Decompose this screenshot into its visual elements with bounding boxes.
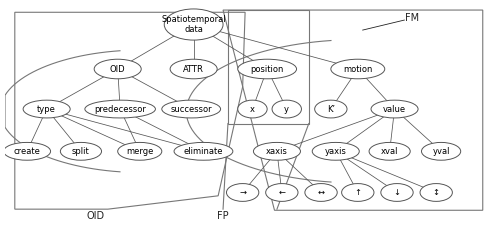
Ellipse shape [381, 184, 413, 201]
Text: x: x [250, 105, 255, 114]
Text: motion: motion [343, 64, 372, 74]
Text: ↑: ↑ [354, 188, 362, 197]
Text: yval: yval [432, 147, 450, 156]
Ellipse shape [85, 100, 156, 118]
Text: split: split [72, 147, 90, 156]
Text: FP: FP [217, 211, 229, 221]
Text: merge: merge [126, 147, 154, 156]
Ellipse shape [170, 59, 217, 79]
Text: ↔: ↔ [318, 188, 324, 197]
Ellipse shape [238, 100, 267, 118]
Ellipse shape [254, 142, 300, 160]
Text: xval: xval [381, 147, 398, 156]
Ellipse shape [369, 142, 410, 160]
Ellipse shape [238, 59, 296, 79]
Ellipse shape [118, 142, 162, 160]
Ellipse shape [60, 142, 102, 160]
Text: K’: K’ [327, 105, 335, 114]
Text: ↓: ↓ [394, 188, 400, 197]
Text: ←: ← [278, 188, 285, 197]
Text: OID: OID [86, 211, 104, 221]
Text: xaxis: xaxis [266, 147, 288, 156]
Text: create: create [14, 147, 40, 156]
Text: y: y [284, 105, 289, 114]
Ellipse shape [4, 142, 50, 160]
Ellipse shape [314, 100, 347, 118]
Ellipse shape [266, 184, 298, 201]
Ellipse shape [342, 184, 374, 201]
Text: predecessor: predecessor [94, 105, 146, 114]
Ellipse shape [420, 184, 452, 201]
Ellipse shape [226, 184, 259, 201]
Ellipse shape [162, 100, 220, 118]
Text: position: position [250, 64, 284, 74]
Text: ↕: ↕ [432, 188, 440, 197]
Ellipse shape [371, 100, 418, 118]
Ellipse shape [272, 100, 302, 118]
Text: →: → [239, 188, 246, 197]
Ellipse shape [164, 9, 223, 40]
Ellipse shape [422, 142, 461, 160]
Text: FM: FM [404, 13, 419, 23]
Ellipse shape [312, 142, 360, 160]
Text: ATTR: ATTR [183, 64, 204, 74]
Text: value: value [383, 105, 406, 114]
Text: yaxis: yaxis [325, 147, 346, 156]
Text: type: type [37, 105, 56, 114]
Text: OID: OID [110, 64, 126, 74]
Ellipse shape [331, 59, 385, 79]
Ellipse shape [305, 184, 337, 201]
Text: eliminate: eliminate [184, 147, 223, 156]
Text: successor: successor [170, 105, 212, 114]
Ellipse shape [23, 100, 70, 118]
Ellipse shape [174, 142, 233, 160]
Text: Spatiotemporal
data: Spatiotemporal data [162, 15, 226, 34]
Ellipse shape [94, 59, 141, 79]
